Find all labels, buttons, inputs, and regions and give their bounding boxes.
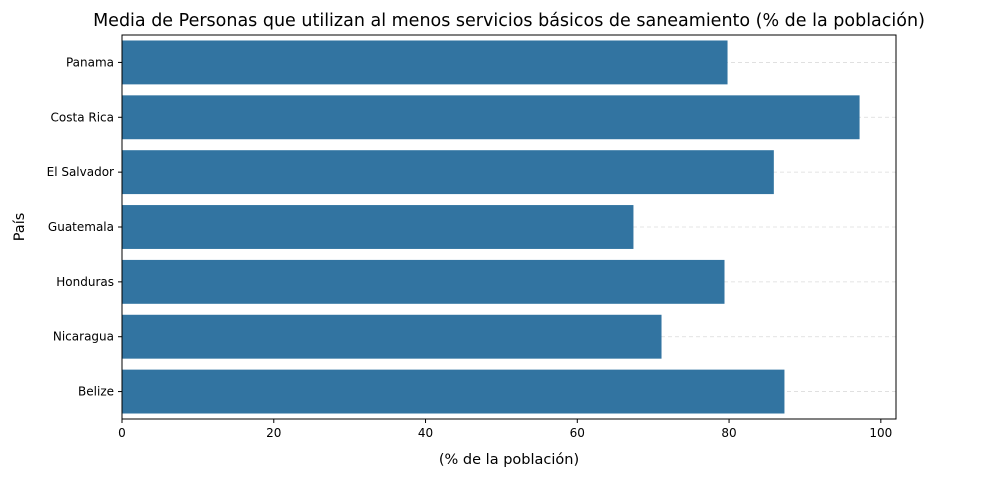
x-axis: 0 20 40 60 80 100 [118, 419, 892, 440]
y-tick-label: Costa Rica [51, 110, 114, 124]
plot-frame [121, 34, 897, 420]
y-axis: Panama Costa Rica El Salvador Guatemala Hond… [47, 55, 122, 399]
bar-panama [122, 40, 728, 85]
y-tick-label: El Salvador [47, 165, 114, 179]
x-tick-label: 40 [418, 426, 433, 440]
y-tick-label: Panama [66, 55, 114, 69]
x-tick-label: 80 [721, 426, 736, 440]
y-tick-label: Nicaragua [53, 330, 114, 344]
y-tick-label: Honduras [56, 275, 114, 289]
y-axis-label: País [12, 213, 28, 242]
x-tick-label: 20 [266, 426, 281, 440]
x-axis-label: (% de la población) [439, 452, 579, 468]
bar-nicaragua [122, 314, 662, 359]
x-tick-label: 100 [869, 426, 892, 440]
bars-layer [122, 40, 860, 414]
y-tick-label: Belize [78, 385, 114, 399]
x-tick-label: 0 [118, 426, 126, 440]
x-tick-label: 60 [570, 426, 585, 440]
bar-honduras [122, 259, 725, 304]
y-tick-label: Guatemala [48, 220, 114, 234]
chart-title: Media de Personas que utilizan al menos … [93, 11, 925, 31]
bar-guatemala [122, 205, 634, 249]
bar-belize [122, 369, 785, 414]
bar-costa-rica [122, 95, 860, 140]
bar-el-salvador [122, 150, 774, 195]
